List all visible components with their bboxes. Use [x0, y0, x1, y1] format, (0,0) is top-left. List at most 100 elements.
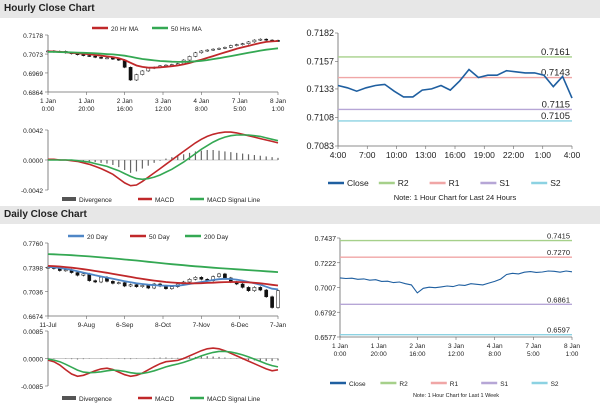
hourly-price-candle-body: [211, 48, 215, 51]
hourly-price-xtick-label: 1:00: [272, 106, 285, 113]
hourly-price-candle-body: [258, 38, 263, 41]
daily-pivots-ytick-label: 0.6792: [315, 310, 337, 317]
daily-pivots-close-line: [339, 270, 573, 294]
daily-pivots-xtick-label: 2 Jan: [409, 343, 425, 350]
daily-pivots-ytick-label: 0.7437: [315, 236, 337, 243]
daily-price-xtick-label: 9-Aug: [78, 322, 96, 329]
daily-price-xtick-label: 11-Jul: [39, 322, 57, 329]
daily-pivots-xtick-label: 12:00: [448, 351, 465, 358]
daily-pivots-xtick-label: 8 Jan: [564, 343, 580, 350]
daily-pivots-xtick-label: 20:00: [371, 351, 388, 358]
daily-macd-legend-label: Divergence: [79, 396, 112, 403]
daily-pivots-legend-label: S2: [551, 381, 559, 388]
daily-pivots-xtick-label: 16:00: [409, 351, 426, 358]
hourly-price-ytick-label: 0.7178: [23, 33, 43, 40]
hourly-price-candle-body: [246, 41, 251, 44]
hourly-price-xtick-label: 20:00: [78, 106, 95, 113]
hourly-pivots-ytick-label: 0.7108: [306, 112, 334, 122]
hourly-pivots-ytick-label: 0.7083: [306, 141, 334, 151]
hourly-pivots-legend-label: S2: [550, 178, 561, 188]
daily-price-candle-body: [140, 285, 145, 287]
hourly-pivots-xtick-label: 19:00: [474, 150, 496, 160]
daily-pivots-ytick-label: 0.7007: [315, 286, 337, 293]
hourly-price-xtick-label: 0:00: [42, 106, 55, 113]
daily-price-candle-body: [264, 289, 269, 298]
hourly-pivots-level-r2-label: 0.7161: [541, 47, 570, 58]
hourly-price-xtick-label: 5:00: [233, 106, 246, 113]
hourly-pivots-legend-label: Close: [347, 178, 369, 188]
hourly-price-ytick-label: 0.7073: [23, 52, 43, 59]
hourly-price-candle-body: [105, 57, 109, 60]
daily-macd-macd-line: [47, 347, 279, 378]
daily-pivots-note: Note: 1 Hour Chart for Last 1 Week: [413, 393, 499, 399]
daily-pivots-xtick-label: 1:00: [566, 351, 579, 358]
daily-pivots-level-s2-label: 0.6597: [547, 326, 570, 335]
hourly-macd-macd-line: [48, 131, 279, 187]
hourly-price-xtick-label: 1 Jan: [40, 98, 56, 105]
daily-macd-macd-signal-line-line: [47, 350, 279, 375]
hourly-pivots-xtick-label: 13:00: [415, 150, 437, 160]
hourly-price-xtick-label: 12:00: [155, 106, 172, 113]
daily-price-xtick-label: 6-Dec: [231, 322, 249, 329]
daily-pivots-level-s1-label: 0.6861: [547, 295, 570, 304]
daily-pivots-level-r2-label: 0.7415: [547, 232, 570, 241]
hourly-price-candle-body: [93, 55, 98, 58]
daily-pivots-legend-label: R2: [399, 381, 408, 388]
daily-macd-ytick-label: 0.0000: [23, 357, 43, 364]
daily-price-xtick-label: 7-Nov: [193, 322, 211, 329]
hourly-pivots-xtick-label: 4:00: [564, 150, 581, 160]
daily-price-ytick-label: 0.7760: [23, 241, 43, 248]
hourly-price-candle-body: [81, 54, 86, 56]
hourly-price-candle-body: [223, 47, 227, 49]
hourly-price-xtick-label: 8 Jan: [270, 98, 286, 105]
hourly-pivots-ytick-label: 0.7133: [306, 84, 334, 94]
hourly-macd-legend-label: MACD: [155, 197, 174, 204]
daily-pivots-ytick-label: 0.6577: [315, 335, 337, 342]
hourly-pivots-xtick-label: 1:00: [534, 150, 551, 160]
hourly-price-candle-body: [199, 50, 204, 54]
daily-pivots-xtick-label: 7 Jan: [525, 343, 541, 350]
daily-price-candle-body: [111, 281, 115, 284]
hourly-price-legend-label: 20 Hr MA: [111, 26, 139, 33]
hourly-macd-legend-label: MACD Signal Line: [207, 197, 260, 204]
daily-price-candle-body: [170, 286, 174, 289]
hourly-pivots-close-line: [337, 68, 573, 99]
daily-pivots-xtick-label: 5:00: [527, 351, 540, 358]
hourly-price-candle-body: [205, 49, 210, 52]
daily-price-legend-label: 20 Day: [87, 234, 108, 241]
hourly-price-candle-body: [146, 67, 151, 72]
daily-price-candle-body: [276, 290, 280, 308]
daily-pivots-ytick-label: 0.7222: [315, 261, 337, 268]
hourly-pivots-xtick-label: 10:00: [386, 150, 408, 160]
hourly-price-candle-body: [240, 43, 245, 45]
hourly-price-xtick-label: 8:00: [195, 106, 208, 113]
hourly-price-candle-body: [234, 44, 239, 46]
daily-price-50-day-line: [47, 265, 279, 287]
hourly-price-candle-body: [99, 57, 103, 59]
daily-price-xtick-label: 6-Sep: [116, 322, 134, 329]
hourly-pivots-xtick-label: 16:00: [444, 150, 466, 160]
daily-section-title: Daily Close Chart: [0, 206, 600, 224]
daily-price-candle-body: [193, 277, 198, 280]
hourly-price-candle-body: [264, 38, 269, 41]
hourly-price-legend-label: 50 Hrs MA: [171, 26, 202, 33]
hourly-pivots-legend-label: S1: [499, 178, 510, 188]
hourly-price-xtick-label: 3 Jan: [155, 98, 171, 105]
daily-price-candle-body: [217, 273, 221, 277]
hourly-price-candle-body: [134, 74, 139, 81]
daily-price-candle-body: [128, 284, 133, 287]
hourly-price-candle-body: [140, 70, 145, 75]
daily-pivots-xtick-label: 1 Jan: [371, 343, 387, 350]
hourly-pivots-ytick-label: 0.7157: [306, 57, 334, 67]
hourly-price-ytick-label: 0.6969: [23, 71, 43, 78]
hourly-pivots-legend-label: R2: [398, 178, 409, 188]
hourly-pivots-xtick-label: 7:00: [359, 150, 376, 160]
daily-price-candle-body: [99, 277, 103, 283]
hourly-price-xtick-label: 2 Jan: [117, 98, 133, 105]
daily-price-candle-body: [258, 287, 263, 291]
hourly-pivots-note: Note: 1 Hour Chart for Last 24 Hours: [394, 193, 517, 202]
hourly-price-20-hr-ma-line: [47, 40, 279, 69]
hourly-price-candle-body: [217, 48, 221, 50]
daily-price-ytick-label: 0.7398: [23, 265, 43, 272]
